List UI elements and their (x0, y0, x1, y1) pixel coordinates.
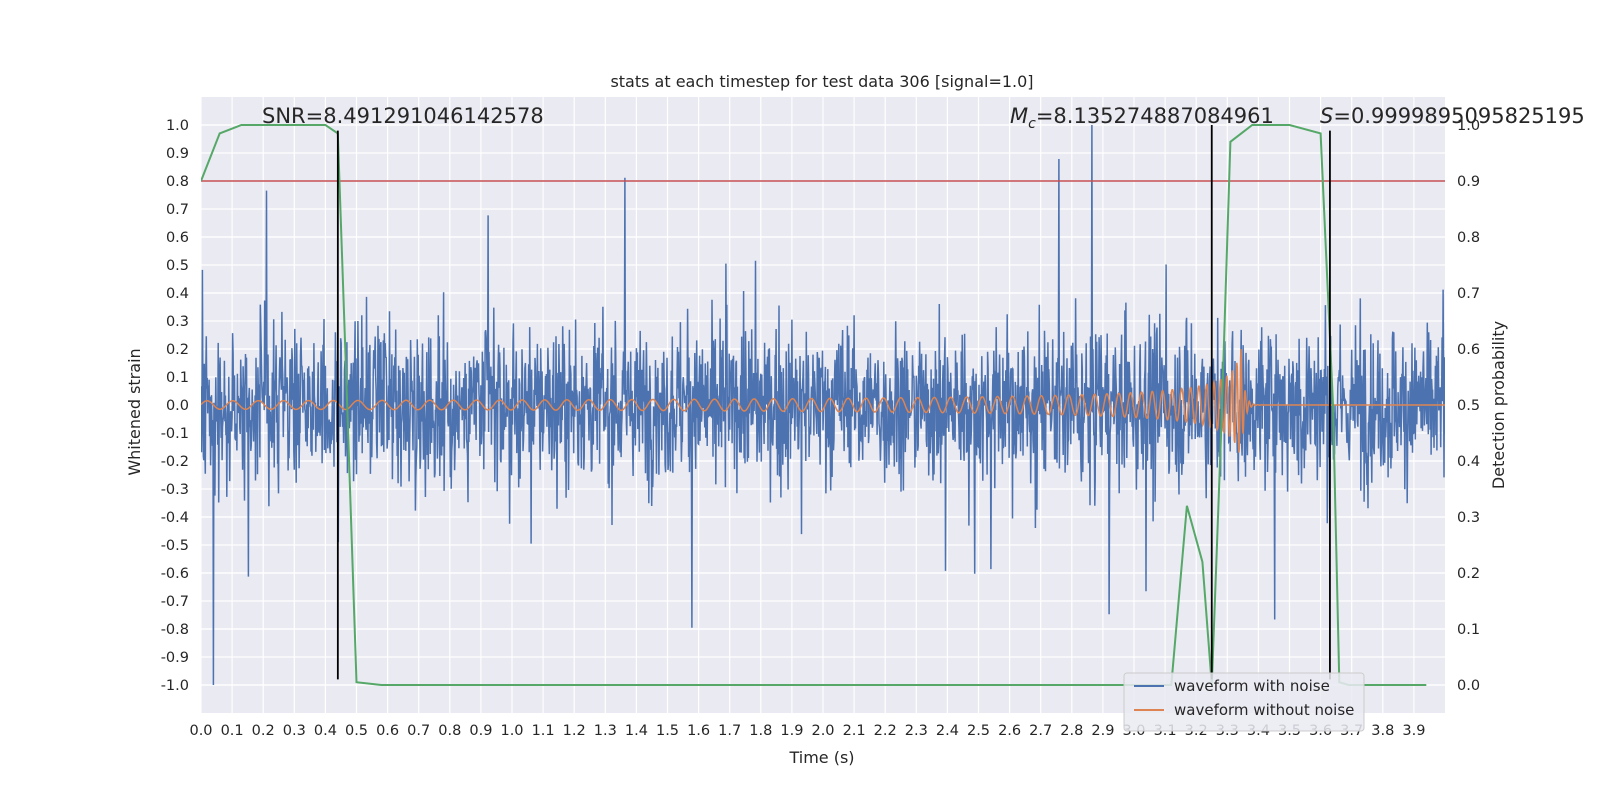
y2-axis-label: Detection probability (1489, 321, 1508, 489)
x-tick-label: 2.5 (967, 723, 990, 739)
chart-title: stats at each timestep for test data 306… (610, 72, 1033, 91)
x-tick-label: 0.4 (314, 723, 337, 739)
y-tick-label: 0.2 (166, 342, 189, 358)
x-tick-label: 1.7 (718, 723, 741, 739)
x-tick-label: 1.4 (625, 723, 648, 739)
y2-tick-label: 0.6 (1457, 342, 1480, 358)
x-tick-label: 0.8 (438, 723, 461, 739)
x-tick-label: 1.1 (532, 723, 555, 739)
y-tick-label: 0.1 (166, 370, 189, 386)
left-axis-ticks: 1.0 0.9 0.8 0.7 0.6 0.5 0.4 0.3 0.2 0.1 0.0 -0.1 -0.… (161, 118, 189, 694)
score-annotation: S=0.9999895095825195 (1320, 104, 1585, 128)
y-tick-label: 1.0 (166, 118, 189, 134)
marker-layer (336, 125, 1331, 680)
x-tick-label: 0.9 (469, 723, 492, 739)
series-noise-line (201, 124, 1445, 686)
y-tick-label: -0.4 (161, 510, 189, 526)
y-tick-label: -0.8 (161, 622, 189, 638)
y-tick-label: -0.7 (161, 594, 189, 610)
x-tick-label: 0.1 (221, 723, 244, 739)
x-tick-label: 0.2 (252, 723, 275, 739)
y2-tick-label: 0.9 (1457, 174, 1480, 190)
y-tick-label: 0.4 (166, 286, 189, 302)
y2-tick-label: 0.7 (1457, 286, 1480, 302)
y2-tick-label: 0.3 (1457, 510, 1480, 526)
y2-tick-label: 0.5 (1457, 398, 1480, 414)
x-tick-label: 2.6 (998, 723, 1021, 739)
x-tick-label: 2.1 (843, 723, 866, 739)
y-tick-label: 0.8 (166, 174, 189, 190)
x-tick-label: 3.8 (1371, 723, 1394, 739)
y2-tick-label: 0.1 (1457, 622, 1480, 638)
x-tick-label: 1.8 (749, 723, 772, 739)
series-clean-line (201, 349, 1445, 453)
y2-tick-label: 0.4 (1457, 454, 1480, 470)
score-value: =0.9999895095825195 (1333, 104, 1584, 128)
y2-tick-label: 0.0 (1457, 678, 1480, 694)
legend-label-noise: waveform with noise (1174, 677, 1330, 695)
x-tick-label: 2.9 (1091, 723, 1114, 739)
chirp-mass-value: =8.135274887084961 (1036, 104, 1274, 128)
legend-box (1123, 672, 1365, 732)
y-tick-label: -0.5 (161, 538, 189, 554)
x-tick-label: 1.3 (594, 723, 617, 739)
x-axis-label: Time (s) (788, 748, 854, 767)
x-tick-label: 2.2 (874, 723, 897, 739)
x-tick-label: 2.7 (1029, 723, 1052, 739)
y-tick-label: 0.6 (166, 230, 189, 246)
x-tick-label: 0.3 (283, 723, 306, 739)
x-tick-label: 1.2 (563, 723, 586, 739)
x-tick-label: 1.6 (687, 723, 710, 739)
y-tick-label: 0.9 (166, 146, 189, 162)
x-tick-label: 3.9 (1402, 723, 1425, 739)
y-tick-label: -0.9 (161, 650, 189, 666)
y2-tick-label: 0.2 (1457, 566, 1480, 582)
legend: waveform with noise waveform without noi… (1123, 672, 1365, 732)
snr-annotation: SNR=8.491291046142578 (262, 104, 544, 128)
chirp-mass-annotation: Mc=8.135274887084961 (1010, 104, 1274, 132)
y-axis-label: Whitened strain (125, 348, 144, 475)
x-tick-label: 0.0 (189, 723, 212, 739)
x-tick-label: 2.8 (1060, 723, 1083, 739)
x-tick-label: 2.4 (936, 723, 959, 739)
y-tick-label: 0.5 (166, 258, 189, 274)
x-tick-label: 0.5 (345, 723, 368, 739)
y-tick-label: 0.3 (166, 314, 189, 330)
y2-tick-label: 1.0 (1457, 118, 1480, 134)
x-tick-label: 2.0 (811, 723, 834, 739)
x-tick-label: 0.7 (407, 723, 430, 739)
x-tick-label: 1.0 (500, 723, 523, 739)
legend-label-clean: waveform without noise (1174, 701, 1354, 719)
x-tick-label: 2.3 (905, 723, 928, 739)
x-tick-label: 1.9 (780, 723, 803, 739)
y2-tick-label: 0.8 (1457, 230, 1480, 246)
y-tick-label: -0.3 (161, 482, 189, 498)
y-tick-label: -1.0 (161, 678, 189, 694)
x-tick-label: 1.5 (656, 723, 679, 739)
right-axis-ticks: 1.0 0.9 0.8 0.7 0.6 0.5 0.4 0.3 0.2 0.1 0.0 (1457, 118, 1480, 694)
x-tick-label: 0.6 (376, 723, 399, 739)
y-tick-label: 0.7 (166, 202, 189, 218)
y-tick-label: -0.2 (161, 454, 189, 470)
y-tick-label: -0.6 (161, 566, 189, 582)
y-tick-label: -0.1 (161, 426, 189, 442)
y-tick-label: 0.0 (166, 398, 189, 414)
